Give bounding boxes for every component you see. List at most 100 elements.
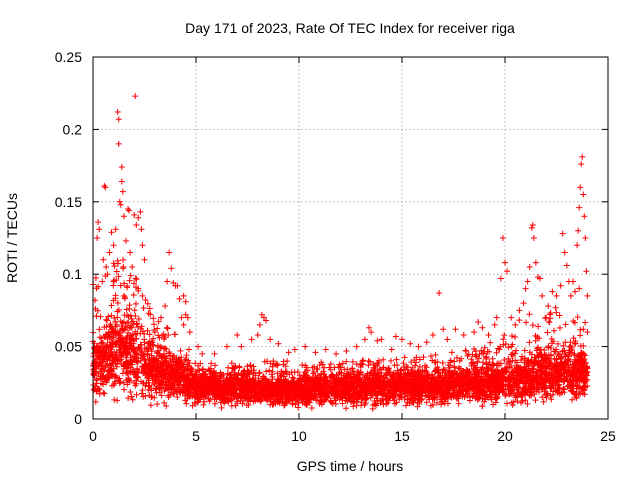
roti-point [546,319,553,326]
roti-point [432,351,439,358]
roti-point [147,402,154,409]
roti-point [487,339,494,346]
roti-point [126,306,133,313]
roti-point [113,268,120,275]
y-axis-label: ROTI / TECUs [4,193,20,283]
roti-point [547,309,554,316]
roti-point [120,256,127,263]
x-tick-label: 10 [291,428,307,444]
roti-point [96,326,103,333]
roti-point [110,260,117,267]
roti-point [114,314,121,321]
roti-point [164,325,171,332]
roti-point [506,386,513,393]
roti-point [363,395,370,402]
roti-point [402,402,409,409]
roti-point [471,346,478,353]
roti-point [453,354,460,361]
roti-point [496,346,503,353]
roti-point [455,365,462,372]
chart-title: Day 171 of 2023, Rate Of TEC Index for r… [185,20,515,36]
roti-point [432,359,439,366]
x-axis-label: GPS time / hours [297,458,404,474]
roti-point [275,396,282,403]
roti-point [256,370,263,377]
roti-point [551,327,558,334]
roti-point [108,302,115,309]
roti-point [146,331,153,338]
roti-point [139,387,146,394]
roti-point [100,389,107,396]
y-tick-label: 0 [74,411,82,427]
roti-point [490,401,497,408]
roti-point [574,314,581,321]
roti-point [132,312,139,319]
roti-point [479,395,486,402]
roti-point [479,350,486,357]
roti-point [129,396,136,403]
roti-point [192,360,199,367]
roti-point [274,376,281,383]
roti-point [532,332,539,339]
roti-point [125,329,132,336]
roti-point [169,355,176,362]
y-tick-label: 0.25 [55,49,82,65]
roti-point [103,263,110,270]
roti-point [138,390,145,397]
roti-point [478,367,485,374]
roti-point [115,307,122,314]
roti-point [560,342,567,349]
roti-point [153,389,160,396]
x-tick-label: 5 [192,428,200,444]
roti-point [562,339,569,346]
roti-point [183,356,190,363]
roti-point [481,344,488,351]
roti-point [127,352,134,359]
roti-point [252,372,259,379]
roti-point [130,353,137,360]
roti-point [522,397,529,404]
roti-point [556,324,563,331]
x-tick-label: 15 [394,428,410,444]
roti-point [132,300,139,307]
roti-point [165,332,172,339]
roti-point [113,277,120,284]
roti-point [127,272,134,279]
roti-point [124,381,131,388]
roti-point [383,400,390,407]
roti-point [128,393,135,400]
roti-point [264,358,271,365]
roti-point [393,356,400,363]
roti-point [112,292,119,299]
roti-point [114,299,121,306]
roti-point [120,319,127,326]
roti-point [282,363,289,370]
roti-point [121,386,128,393]
roti-point [581,391,588,398]
roti-point [561,347,568,354]
roti-point [501,332,508,339]
roti-point [535,323,542,330]
roti-point [134,324,141,331]
roti-point [132,331,139,338]
roti-point [516,317,523,324]
roti-point [119,370,126,377]
roti-point [532,397,539,404]
roti-point [509,402,516,409]
y-tick-label: 0.15 [55,194,82,210]
x-tick-label: 20 [497,428,513,444]
data-points [90,93,591,412]
roti-point [133,321,140,328]
roti-point [521,347,528,354]
roti-point [269,401,276,408]
roti-point [577,332,584,339]
roti-point [132,275,139,282]
roti-point [500,336,507,343]
roti-point [577,342,584,349]
roti-point [291,369,298,376]
roti-point [500,341,507,348]
roti-point [256,396,263,403]
roti-point [125,395,132,402]
roti-point [128,315,135,322]
roti-point [497,343,504,350]
